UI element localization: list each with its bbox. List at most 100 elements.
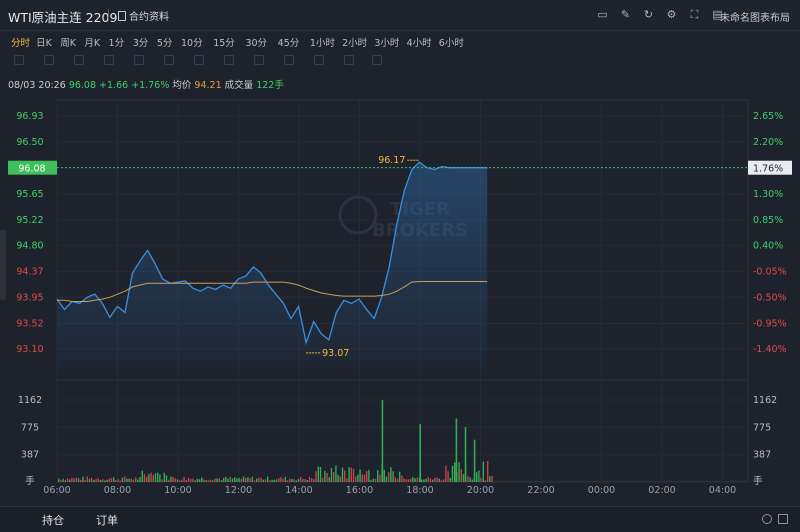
volume-bar: [220, 480, 223, 482]
refresh-icon[interactable]: ↻: [643, 8, 654, 21]
volume-bar: [227, 478, 229, 482]
gear-icon[interactable]: ⚙: [666, 8, 677, 21]
volume-bar: [476, 472, 478, 482]
eye-tool-icon[interactable]: [284, 55, 294, 65]
volume-bar: [236, 478, 238, 482]
volume-bar: [315, 471, 317, 482]
volume-bar: [104, 480, 106, 482]
volume-bar: [95, 478, 97, 482]
grid-icon[interactable]: [778, 514, 788, 524]
timeframe-1[interactable]: 日K: [36, 38, 52, 49]
timeframe-11[interactable]: 1小时: [309, 38, 335, 49]
volume-bar: [339, 476, 341, 482]
lock-tool-icon[interactable]: [314, 55, 324, 65]
volume-bar: [71, 477, 73, 482]
trendline-tool-icon[interactable]: [14, 55, 24, 65]
volume-bar: [150, 472, 152, 482]
volume-bar: [361, 474, 363, 482]
magnet-tool-icon[interactable]: [254, 55, 264, 65]
contract-info-button[interactable]: 合约资料: [118, 8, 169, 23]
volume-bar: [407, 479, 410, 482]
volume-bar: [99, 479, 102, 482]
volume-bar: [88, 478, 91, 482]
timeframe-14[interactable]: 4小时: [406, 38, 432, 49]
timeframe-0[interactable]: 分时: [11, 38, 31, 49]
text-tool-icon[interactable]: [194, 55, 204, 65]
timeframe-4[interactable]: 1分: [108, 38, 125, 49]
timeframe-9[interactable]: 30分: [245, 38, 268, 49]
trash-icon[interactable]: [372, 55, 382, 65]
vol-tick-left: 387: [21, 450, 39, 461]
timeframe-13[interactable]: 3小时: [374, 38, 400, 49]
anchor-tool-icon[interactable]: [344, 55, 354, 65]
volume-bar: [423, 479, 425, 482]
volume-bar: [291, 478, 293, 482]
volume-bar: [436, 477, 438, 482]
volume-bar: [302, 478, 304, 482]
volume-bar: [412, 477, 414, 482]
volume-bar: [229, 476, 231, 482]
edit-icon[interactable]: ✎: [620, 8, 631, 21]
volume-bar: [491, 475, 493, 482]
volume-bar: [264, 479, 267, 482]
vol-tick-right: 1162: [753, 395, 777, 406]
volume-bar: [124, 476, 126, 482]
volume-bar: [60, 480, 62, 482]
timeframe-6[interactable]: 5分: [156, 38, 173, 49]
arrow-tool-icon[interactable]: [134, 55, 144, 65]
channel-tool-icon[interactable]: [74, 55, 84, 65]
volume-bar: [469, 477, 471, 482]
layout-name[interactable]: 未命名图表布局: [720, 13, 790, 24]
pattern-tool-icon[interactable]: [104, 55, 114, 65]
y-tick-right: 0.85%: [753, 215, 783, 226]
layout-icon[interactable]: ▤: [712, 8, 723, 21]
y-tick-right: 2.65%: [753, 111, 783, 122]
timeframe-12[interactable]: 2小时: [342, 38, 368, 49]
tab-positions[interactable]: 持仓: [42, 514, 64, 527]
volume-bar: [209, 479, 212, 482]
x-tick-label: 06:00: [43, 485, 70, 496]
measure-tool-icon[interactable]: [164, 55, 174, 65]
volume-bar: [203, 479, 205, 482]
volume-bar: [262, 479, 264, 482]
volume-bar: [451, 465, 454, 482]
timeframe-7[interactable]: 10分: [181, 38, 203, 49]
volume-bar: [434, 477, 436, 482]
quote-change: +1.66: [99, 80, 129, 91]
volume-bar: [414, 478, 416, 482]
y-tick-left: 96.50: [16, 137, 43, 148]
fullscreen-icon[interactable]: ⛶: [690, 8, 699, 21]
contract-info-label: 合约资料: [129, 12, 169, 23]
screenshot-icon[interactable]: ▭: [597, 8, 608, 21]
y-tick-left: 93.95: [16, 292, 43, 303]
instrument-title[interactable]: WTI原油主连 2209: [8, 10, 118, 25]
volume-bar: [201, 477, 203, 482]
current-pct-label: 1.76%: [753, 164, 783, 175]
timeframe-10[interactable]: 45分: [277, 38, 300, 49]
timeframe-8[interactable]: 15分: [213, 38, 235, 49]
timeframe-5[interactable]: 3分: [132, 38, 149, 49]
tab-orders[interactable]: 订单: [96, 514, 118, 527]
eraser-tool-icon[interactable]: [224, 55, 234, 65]
volume-bar: [306, 480, 308, 482]
y-tick-left: 96.93: [16, 111, 43, 122]
timeframe-15[interactable]: 6小时: [438, 38, 464, 49]
intraday-chart[interactable]: 06:00 08:00 10:00 12:00 14:00 16:00 18:00 20:00…: [0, 0, 800, 506]
current-pct-tag-right: [748, 160, 792, 175]
volume-bar: [225, 476, 227, 482]
timeframe-3[interactable]: 月K: [84, 38, 101, 49]
ray-tool-icon[interactable]: [44, 55, 54, 65]
drawing-toolbar: [0, 52, 800, 70]
volume-bar: [454, 462, 456, 482]
volume-bar: [194, 480, 196, 482]
x-tick-label: 02:00: [648, 485, 675, 496]
volume-bar: [410, 478, 412, 482]
bottom-panel-tabs: 持仓 订单: [0, 506, 800, 532]
volume-bar: [181, 479, 183, 482]
volume-bar: [115, 480, 117, 482]
volume-spike: [464, 427, 467, 482]
volume-bar: [445, 465, 447, 482]
timeframe-2[interactable]: 周K: [60, 38, 76, 49]
expand-icon[interactable]: [762, 514, 772, 524]
volume-bar: [304, 478, 306, 482]
